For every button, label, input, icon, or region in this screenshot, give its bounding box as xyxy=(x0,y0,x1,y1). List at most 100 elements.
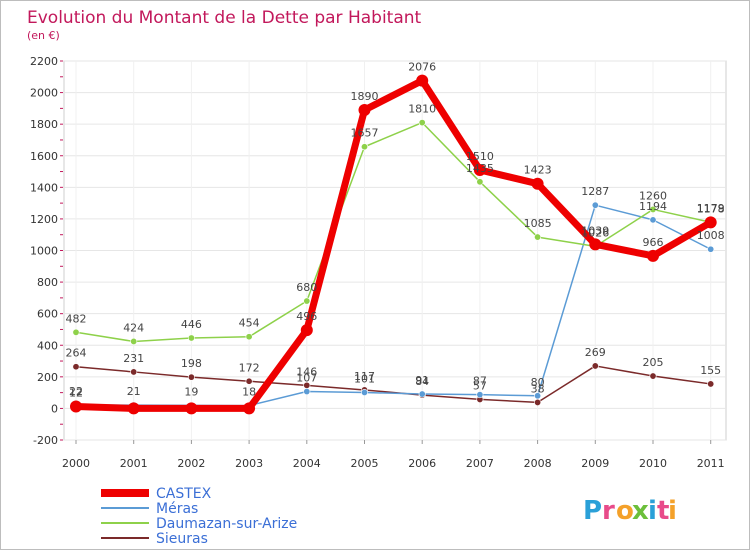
data-label: 1026 xyxy=(581,226,609,239)
data-point xyxy=(245,333,253,341)
logo-letter: i xyxy=(648,496,657,526)
data-label: 966 xyxy=(643,236,664,249)
y-tick-label: 2200 xyxy=(30,55,58,68)
y-tick-label: 200 xyxy=(37,371,58,384)
data-label: 424 xyxy=(123,321,144,334)
y-tick-label: 1800 xyxy=(30,118,58,131)
series-line-daumazan-sur-arize xyxy=(75,121,712,343)
data-label: 680 xyxy=(296,281,317,294)
data-label: 1423 xyxy=(524,164,552,177)
data-point xyxy=(360,388,368,396)
data-label: 1260 xyxy=(639,189,667,202)
data-point xyxy=(534,398,542,406)
data-label: 19 xyxy=(184,385,198,398)
data-label: 1810 xyxy=(408,103,436,116)
data-point xyxy=(360,143,368,151)
data-point xyxy=(649,205,657,213)
data-label: 87 xyxy=(473,375,487,388)
y-tick-label: -200 xyxy=(33,434,58,447)
logo-letter: o xyxy=(616,496,634,526)
chart-subtitle: (en €) xyxy=(27,29,60,42)
data-point xyxy=(531,177,544,190)
data-label: 1287 xyxy=(581,185,609,198)
data-label: 107 xyxy=(296,372,317,385)
data-point xyxy=(185,402,198,415)
data-point xyxy=(303,297,311,305)
data-label: 80 xyxy=(531,376,545,389)
legend-label: Daumazan-sur-Arize xyxy=(156,516,297,532)
logo-letter: P xyxy=(583,496,602,526)
data-label: 1179 xyxy=(697,202,725,215)
data-point xyxy=(476,178,484,186)
data-label: 155 xyxy=(700,364,721,377)
data-point xyxy=(70,400,82,413)
data-label: 1008 xyxy=(697,229,725,242)
x-tick-label: 2009 xyxy=(581,457,609,470)
y-tick-label: 400 xyxy=(37,339,58,352)
data-label: 101 xyxy=(354,372,375,385)
data-label: 269 xyxy=(585,346,606,359)
data-point xyxy=(243,402,256,415)
data-label: 21 xyxy=(127,385,141,398)
series-line-castex xyxy=(72,77,715,412)
data-labels: 12 496 1890 2076 1510 1423 1039 966 1178 22 21 19 18… xyxy=(66,61,725,400)
data-point xyxy=(130,368,138,376)
legend-label: Méras xyxy=(156,501,198,517)
data-point xyxy=(649,216,657,224)
data-point xyxy=(473,163,486,176)
y-tick-label: 1400 xyxy=(30,181,58,194)
data-label: 1178 xyxy=(697,202,725,215)
data-label: 84 xyxy=(415,375,429,388)
data-label: 2076 xyxy=(408,61,436,74)
data-label: 1085 xyxy=(524,217,552,230)
data-label: 12 xyxy=(69,387,83,400)
x-tick-label: 2011 xyxy=(697,457,725,470)
data-point xyxy=(303,388,311,396)
data-label: 1657 xyxy=(351,127,379,140)
data-point xyxy=(707,380,715,388)
data-point xyxy=(72,363,80,371)
data-label: 205 xyxy=(643,356,664,369)
data-label: 1435 xyxy=(466,162,494,175)
logo-letter: i xyxy=(668,496,677,526)
y-tick-label: 0 xyxy=(51,402,58,415)
data-label: 1039 xyxy=(581,224,609,237)
data-point xyxy=(416,74,429,87)
data-label: 57 xyxy=(473,379,487,392)
series xyxy=(70,74,717,415)
x-tick-label: 2002 xyxy=(177,457,205,470)
x-tick-label: 2005 xyxy=(351,457,379,470)
x-tick-label: 2000 xyxy=(62,457,90,470)
legend-label: Sieuras xyxy=(156,531,208,547)
data-label: 454 xyxy=(239,317,260,330)
data-point xyxy=(187,373,195,381)
data-point xyxy=(589,238,602,251)
data-point xyxy=(187,334,195,342)
y-tick-label: 1200 xyxy=(30,213,58,226)
data-label: 198 xyxy=(181,357,202,370)
data-label: 231 xyxy=(123,352,144,365)
data-label: 18 xyxy=(242,386,256,399)
data-label: 1194 xyxy=(639,200,667,213)
data-point xyxy=(534,392,542,400)
data-point xyxy=(707,245,715,253)
data-label: 146 xyxy=(296,365,317,378)
chart-title: Evolution du Montant de la Dette par Hab… xyxy=(27,8,422,28)
data-label: 38 xyxy=(531,382,545,395)
y-tick-label: 2000 xyxy=(30,87,58,100)
data-label: 1510 xyxy=(466,150,494,163)
y-tick-label: 600 xyxy=(37,308,58,321)
data-point xyxy=(591,201,599,209)
data-label: 22 xyxy=(69,385,83,398)
y-tick-label: 1000 xyxy=(30,245,58,258)
data-point xyxy=(418,390,426,398)
logo-letter: r xyxy=(602,496,615,526)
data-point xyxy=(72,328,80,336)
x-tick-label: 2004 xyxy=(293,457,321,470)
data-point xyxy=(647,249,659,262)
data-label: 1890 xyxy=(351,90,379,103)
